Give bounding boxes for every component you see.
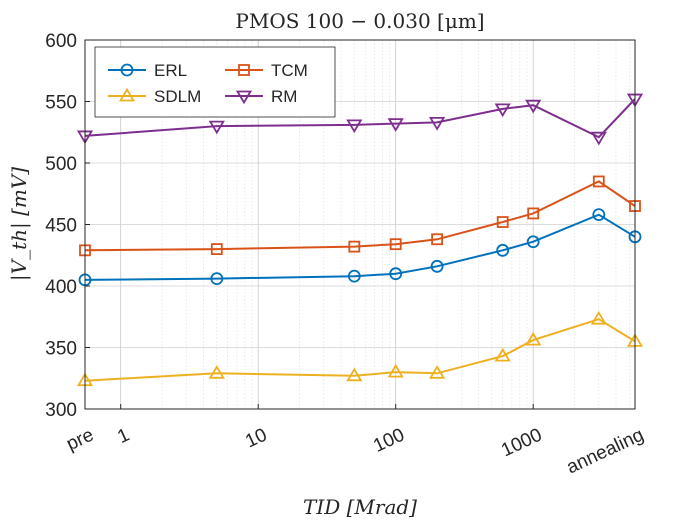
legend-entry-erl: ERL bbox=[108, 61, 187, 80]
data-point-erl bbox=[592, 208, 606, 222]
data-point-tcm bbox=[348, 240, 361, 253]
chart-title: PMOS 100 − 0.030 [μm] bbox=[235, 9, 484, 33]
data-point-sdlm bbox=[429, 365, 446, 379]
series-line-erl bbox=[84, 213, 636, 281]
data-point-rm bbox=[429, 117, 446, 131]
data-point-sdlm bbox=[346, 367, 363, 382]
legend-marker bbox=[235, 90, 253, 105]
data-point-tcm bbox=[210, 243, 223, 256]
series-line-tcm bbox=[84, 180, 636, 252]
y-axis-label: |V_th| [mV] bbox=[7, 167, 32, 281]
data-point-rm bbox=[387, 118, 404, 132]
y-tick-label: 450 bbox=[45, 216, 77, 237]
data-point-sdlm bbox=[387, 363, 404, 378]
y-tick-label: 350 bbox=[45, 339, 77, 360]
data-point-sdlm bbox=[494, 347, 511, 362]
series-line-rm bbox=[84, 98, 636, 139]
series-tcm bbox=[79, 175, 641, 257]
data-point-tcm bbox=[592, 175, 605, 188]
y-tick-label: 400 bbox=[45, 277, 77, 298]
data-point-sdlm bbox=[208, 365, 225, 379]
y-tick-label: 300 bbox=[45, 400, 77, 421]
legend-entry-sdlm: SDLM bbox=[108, 87, 201, 106]
legend-marker bbox=[118, 87, 136, 102]
data-point-erl bbox=[210, 272, 224, 286]
data-point-sdlm bbox=[590, 310, 607, 325]
series-rm bbox=[76, 93, 644, 146]
legend-entry-rm: RM bbox=[225, 87, 297, 106]
data-point-erl bbox=[430, 259, 444, 273]
data-point-sdlm bbox=[525, 331, 542, 346]
series-line-sdlm bbox=[84, 318, 636, 382]
series-erl bbox=[78, 208, 642, 287]
legend-label: SDLM bbox=[154, 87, 201, 106]
data-point-rm bbox=[590, 131, 607, 146]
data-point-rm bbox=[208, 120, 225, 135]
legend: ERL TCM SDLM RM bbox=[94, 46, 336, 118]
y-tick-label: 550 bbox=[45, 93, 77, 114]
data-point-erl bbox=[496, 243, 510, 257]
data-point-rm bbox=[494, 103, 511, 118]
series-sdlm bbox=[76, 310, 644, 387]
data-point-rm bbox=[525, 99, 542, 114]
data-point-erl bbox=[389, 267, 403, 281]
legend-label: RM bbox=[271, 87, 297, 106]
data-point-erl bbox=[347, 269, 361, 283]
data-point-tcm bbox=[496, 216, 509, 228]
series-layer bbox=[76, 93, 644, 387]
data-point-erl bbox=[526, 235, 540, 249]
x-axis-label: TID [Mrad] bbox=[303, 495, 417, 519]
legend-entry-tcm: TCM bbox=[225, 61, 308, 80]
data-point-tcm bbox=[431, 233, 443, 246]
legend-label: TCM bbox=[271, 61, 308, 80]
legend-marker bbox=[120, 63, 134, 77]
data-point-tcm bbox=[389, 238, 402, 251]
y-tick-label: 600 bbox=[45, 31, 77, 52]
legend-label: ERL bbox=[154, 61, 187, 80]
data-point-rm bbox=[346, 119, 363, 134]
legend-marker bbox=[238, 64, 250, 76]
data-point-tcm bbox=[527, 207, 540, 220]
y-tick-label: 500 bbox=[45, 154, 77, 175]
legend-box bbox=[94, 46, 336, 118]
